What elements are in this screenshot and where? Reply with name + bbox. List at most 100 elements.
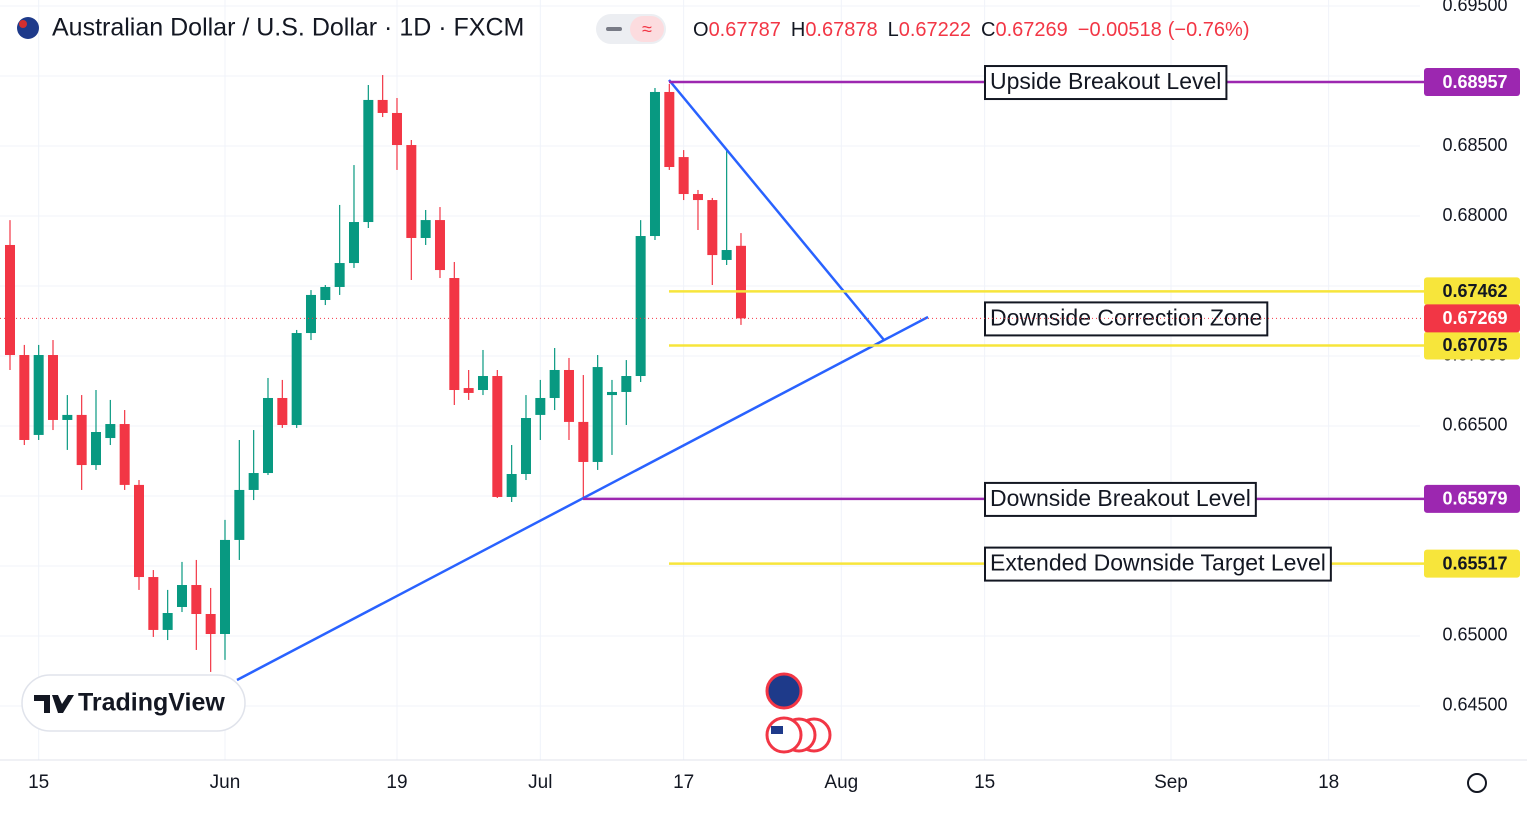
- x-tick-label: 19: [386, 772, 407, 793]
- candles: [5, 75, 746, 672]
- candle-body: [248, 473, 259, 490]
- candle-body: [434, 220, 445, 271]
- candle-body: [449, 278, 460, 391]
- candle-body: [635, 236, 646, 377]
- event-icon: [771, 726, 783, 734]
- grid: [0, 0, 1420, 760]
- candle-body: [90, 432, 101, 466]
- ohlc-value: L: [888, 19, 899, 41]
- price-badge-label: 0.68957: [1442, 72, 1507, 92]
- logo: [34, 695, 74, 713]
- y-tick-label: 0.69500: [1442, 0, 1507, 15]
- flag-icon: [17, 17, 39, 39]
- candle-body: [563, 369, 574, 422]
- candle-body: [176, 585, 187, 607]
- ohlc-value: −0.00518: [1078, 19, 1162, 41]
- candle-body: [649, 91, 660, 237]
- watermark-text: TradingView: [78, 689, 225, 717]
- price-badge-label: 0.67462: [1442, 281, 1507, 301]
- toggle-icon: ≈: [642, 19, 652, 39]
- symbol-title: Australian Dollar / U.S. Dollar · 1D · F…: [52, 14, 524, 42]
- candle-body: [535, 397, 546, 415]
- y-tick-label: 0.64500: [1442, 695, 1507, 715]
- trend-line: [236, 315, 929, 682]
- trend-line: [668, 79, 885, 341]
- level-label-box: [984, 546, 1332, 582]
- candle-body: [119, 424, 130, 485]
- candle-body: [606, 391, 617, 396]
- x-tick-label: Jun: [210, 772, 241, 793]
- levels: Upside Breakout Level Downside Correction…: [0, 65, 1424, 582]
- price-badge: [1424, 277, 1520, 306]
- level-label: Upside Breakout Level: [990, 68, 1221, 94]
- candle-body: [492, 376, 503, 497]
- candle-body: [363, 99, 374, 223]
- settings-icon[interactable]: [1467, 773, 1487, 793]
- watermark-box: [21, 674, 246, 732]
- y-tick-label: 0.65000: [1442, 625, 1507, 645]
- x-tick-label: 17: [673, 772, 694, 793]
- level-label-box: [984, 301, 1269, 337]
- last-price-label: 0.67269: [1442, 308, 1507, 328]
- price-badge: [1424, 68, 1520, 97]
- level-label: Extended Downside Target Level: [990, 550, 1326, 576]
- event-icon[interactable]: [765, 716, 803, 754]
- candle-body: [277, 397, 288, 426]
- last-price-badge: [1424, 304, 1520, 333]
- candle-body: [592, 367, 603, 462]
- candle-body: [463, 388, 474, 393]
- candle-body: [735, 245, 746, 319]
- candle-body: [62, 414, 73, 420]
- candle-body: [33, 355, 44, 435]
- candle-body: [707, 200, 718, 256]
- candle-body: [320, 286, 331, 300]
- price-badge-label: 0.65979: [1442, 489, 1507, 509]
- candle-body: [406, 145, 417, 238]
- ohlc-value: C: [981, 19, 995, 41]
- ohlc-value: 0.67878: [805, 19, 877, 41]
- x-tick-label: Sep: [1154, 772, 1188, 793]
- candle-body: [549, 369, 560, 398]
- candle-body: [262, 397, 273, 474]
- price-badge: [1424, 484, 1520, 513]
- event-icon[interactable]: [765, 672, 803, 710]
- candle-body: [205, 613, 216, 635]
- ohlc-value: 0.67222: [899, 19, 971, 41]
- ohlc-value: 0.67787: [709, 19, 781, 41]
- level-label: Downside Correction Zone: [990, 304, 1262, 330]
- candle-body: [105, 424, 116, 439]
- x-tick-label: 15: [974, 772, 995, 793]
- candle-body: [305, 294, 316, 334]
- candle-body: [520, 418, 531, 475]
- candle-body: [391, 112, 402, 146]
- toggle-icon: [606, 27, 622, 31]
- x-tick-label: 18: [1318, 772, 1339, 793]
- candle-body: [678, 157, 689, 195]
- candle-body: [162, 613, 173, 630]
- level-label-box: [984, 65, 1228, 101]
- watermark: TradingView: [21, 674, 246, 732]
- level-label: Downside Breakout Level: [990, 485, 1251, 511]
- candle-body: [621, 376, 632, 392]
- level-label-box: [984, 481, 1257, 517]
- ohlc: O0.67787 H0.67878 L0.67222 C0.67269 −0.00518…: [693, 19, 1249, 41]
- price-badge-label: 0.67075: [1442, 335, 1507, 355]
- candle-body: [506, 474, 517, 497]
- ohlc-value: H: [791, 19, 805, 41]
- candle-body: [76, 414, 87, 466]
- ohlc-value: 0.67269: [995, 19, 1067, 41]
- candle-body: [5, 244, 15, 356]
- candle-body: [721, 250, 732, 260]
- toggle-icon: [630, 16, 664, 42]
- x-tick-label: Aug: [824, 772, 858, 793]
- candle-body: [47, 355, 58, 420]
- candle-body: [334, 263, 345, 287]
- candle-body: [133, 484, 144, 578]
- candle-body: [234, 489, 245, 540]
- candle-body: [377, 99, 388, 113]
- axes: 0.645000.650000.655000.660000.665000.670…: [0, 0, 1527, 793]
- flag-icon: [19, 20, 27, 28]
- event-icons: [765, 672, 832, 754]
- price-badge-label: 0.65517: [1442, 553, 1507, 573]
